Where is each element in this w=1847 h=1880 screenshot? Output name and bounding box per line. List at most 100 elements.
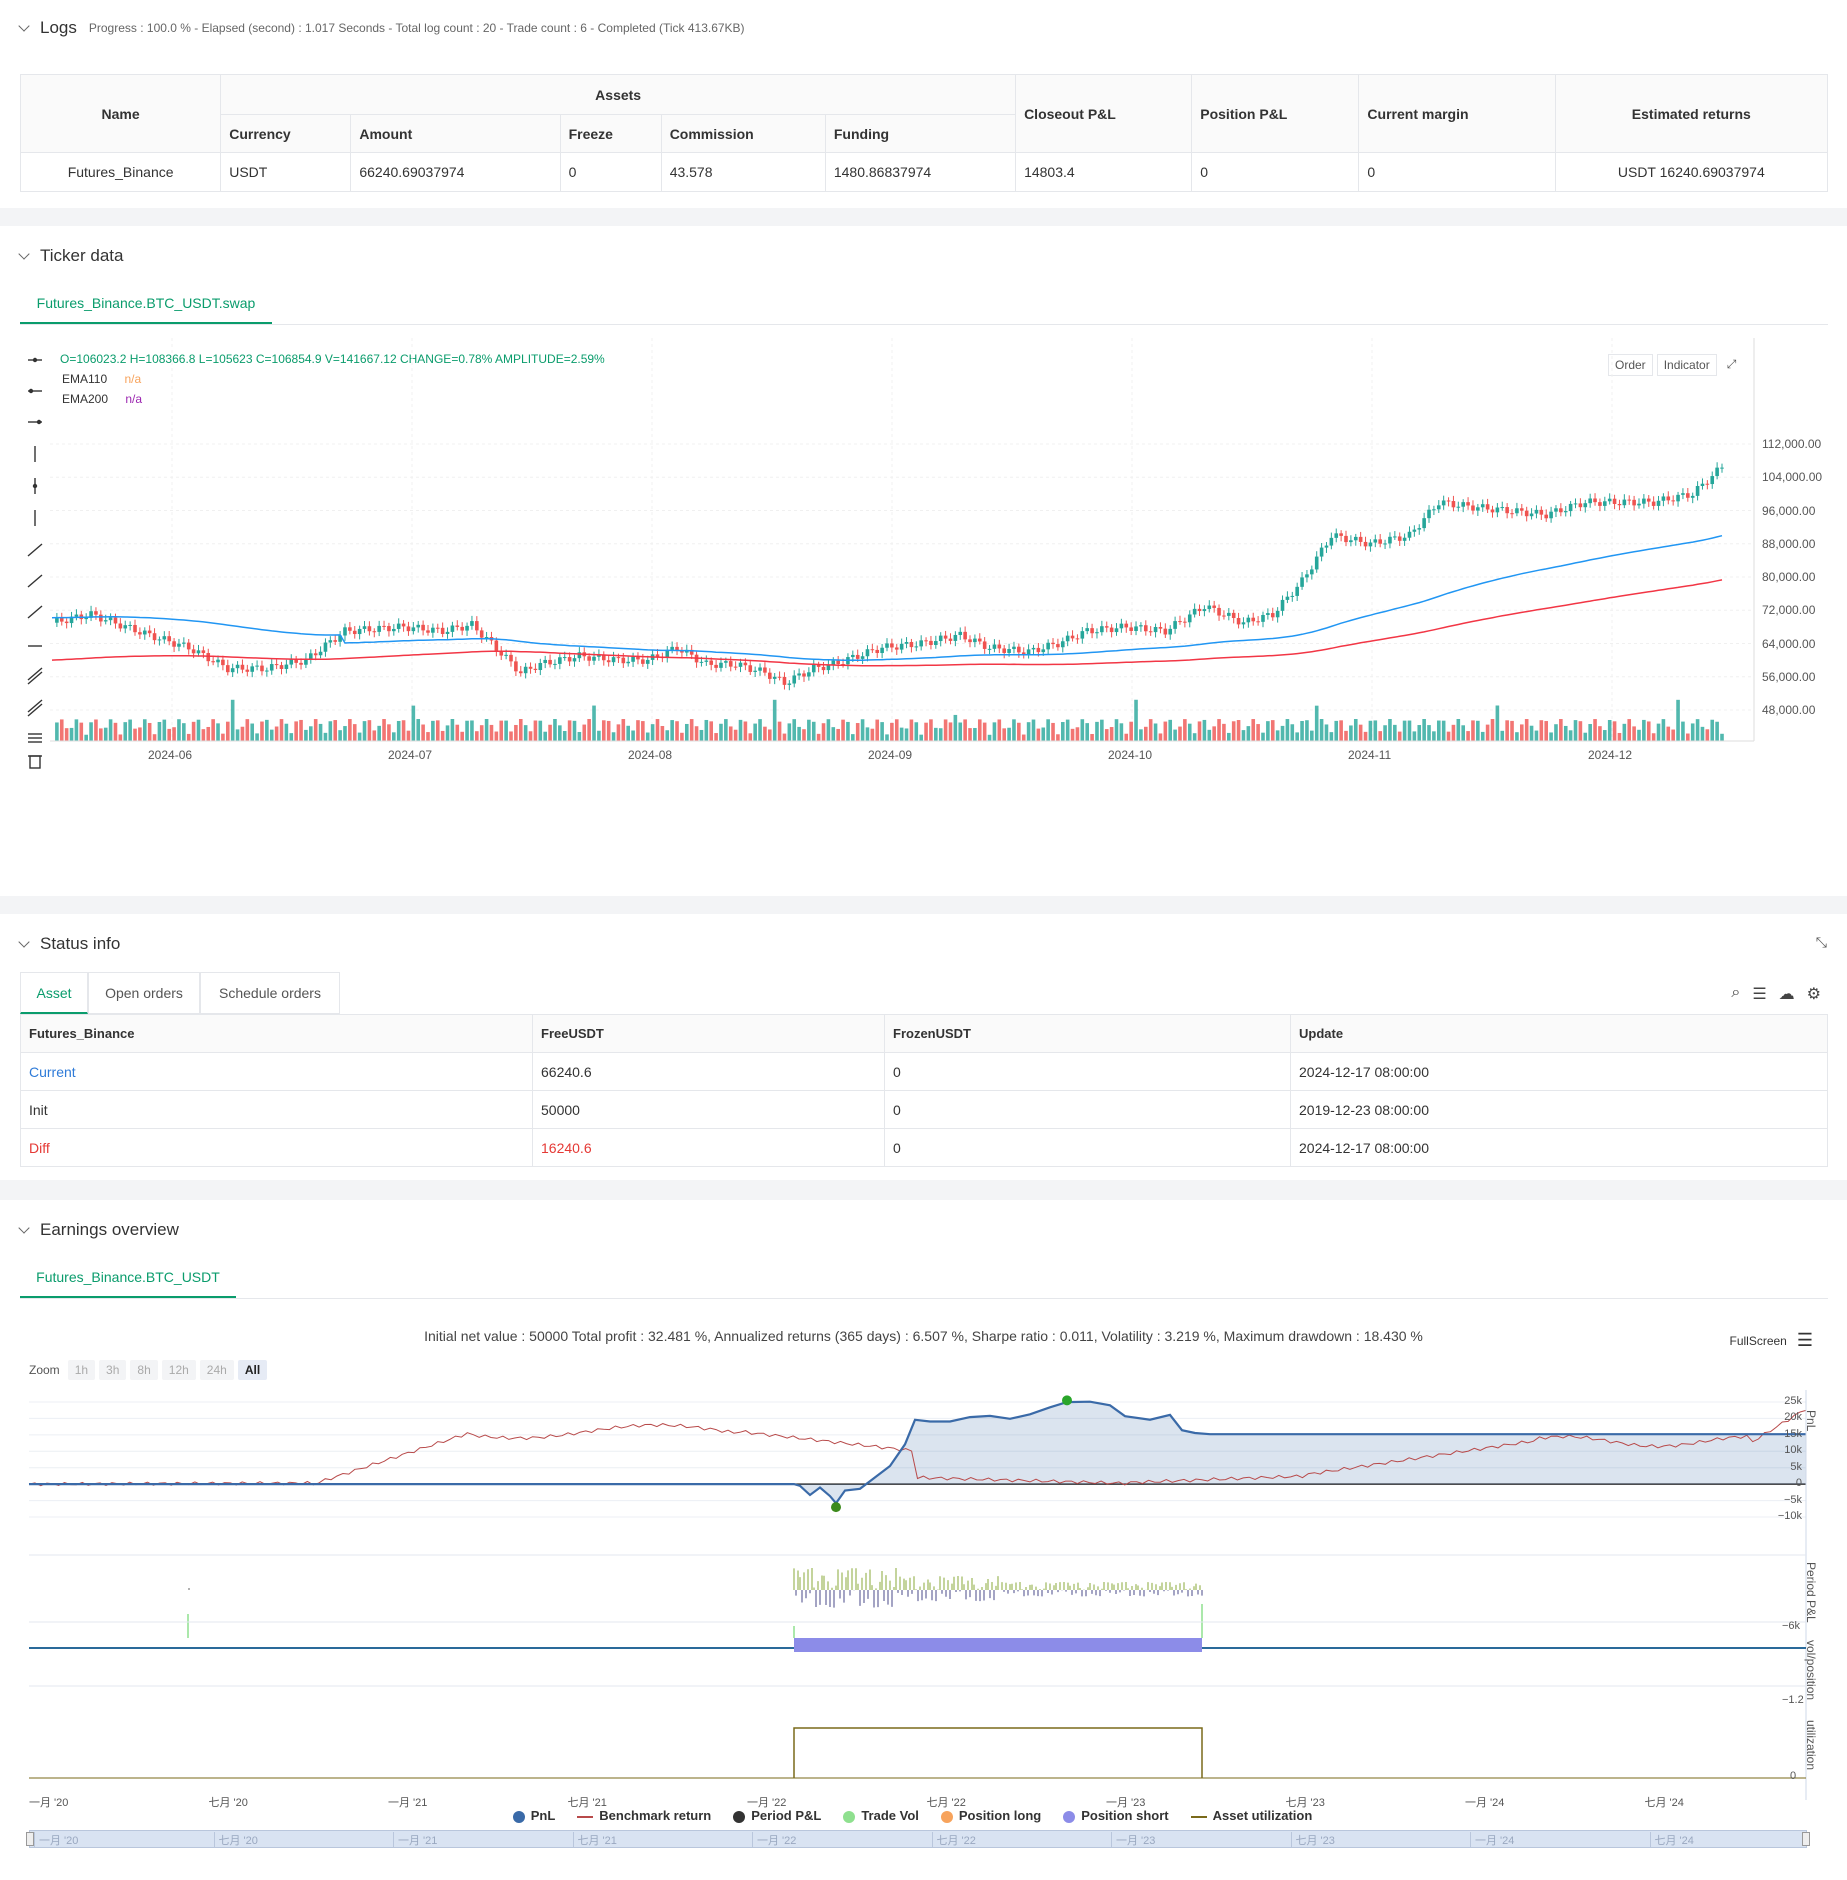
search-icon[interactable]: ⌕	[1731, 984, 1741, 1001]
col-frozen: FrozenUSDT	[884, 1014, 1291, 1053]
candle	[1192, 603, 1197, 618]
candle	[1554, 505, 1558, 518]
candle	[1661, 493, 1666, 507]
drawing-tools-icons[interactable]	[24, 350, 46, 770]
tab-schedule-orders[interactable]: Schedule orders	[200, 972, 340, 1014]
candle	[968, 635, 972, 648]
candle	[1344, 530, 1348, 547]
chevron-down-icon[interactable]	[18, 20, 30, 32]
candle	[99, 610, 103, 627]
volume-bar	[1588, 724, 1592, 741]
expand-icon[interactable]: ⤢	[1726, 357, 1737, 371]
candle	[445, 627, 450, 639]
candle	[533, 663, 538, 674]
row-amount: 66240.69037974	[350, 152, 561, 192]
range-navigator[interactable]: 一月 '20 七月 '20 一月 '21 七月 '21 一月 '22 七月 '22 一月 '…	[26, 1830, 1810, 1848]
volume-bar	[728, 726, 733, 741]
candle	[1588, 493, 1592, 508]
list-icon[interactable]: ☰	[1752, 986, 1767, 1003]
zoom-all-button[interactable]: All	[237, 1360, 268, 1380]
menu-icon[interactable]: ☰	[1796, 1330, 1813, 1350]
candle	[1363, 536, 1368, 551]
chevron-down-icon[interactable]	[18, 936, 30, 948]
candle	[1534, 505, 1539, 519]
earnings-chart[interactable]	[0, 1390, 1847, 1870]
candle	[1168, 625, 1173, 640]
cloud-download-icon[interactable]: ☁	[1778, 986, 1795, 1003]
chevron-down-icon[interactable]	[18, 248, 30, 260]
volume-bar	[196, 719, 201, 741]
volume-bar	[387, 724, 391, 741]
gear-icon[interactable]: ⚙	[1806, 986, 1821, 1003]
candle	[1573, 498, 1578, 509]
candlestick-chart[interactable]	[20, 338, 1828, 808]
candle	[1373, 534, 1378, 548]
date-tick: 2024-06	[148, 748, 193, 762]
candle	[816, 661, 821, 673]
earnings-header[interactable]: Earnings overview	[18, 1220, 179, 1240]
navigator-right-handle[interactable]	[1802, 1832, 1810, 1846]
row-label-current[interactable]: Current	[20, 1052, 533, 1091]
tab-asset[interactable]: Asset	[20, 972, 88, 1014]
volume-bar	[1695, 719, 1700, 741]
navigator-left-handle[interactable]	[26, 1832, 34, 1846]
volume-bar	[1607, 720, 1612, 741]
zoom-24h-button[interactable]: 24h	[199, 1360, 234, 1380]
volume-bar	[851, 734, 855, 741]
volume-bar	[396, 720, 401, 741]
candle	[675, 642, 679, 656]
candle	[421, 620, 425, 636]
legend-item[interactable]: Trade Vol	[843, 1808, 919, 1823]
legend-item[interactable]: Benchmark return	[577, 1808, 711, 1823]
volume-bar	[811, 721, 816, 741]
drawing-toolbar	[24, 350, 46, 775]
price-tick: 56,000.00	[1762, 669, 1816, 684]
legend-item[interactable]: Position short	[1063, 1808, 1169, 1823]
candle	[1612, 494, 1617, 510]
legend-item[interactable]: Position long	[940, 1808, 1041, 1823]
candle	[611, 651, 616, 666]
volume-bar	[1144, 726, 1148, 741]
candle	[1280, 595, 1285, 616]
zoom-12h-button[interactable]: 12h	[161, 1360, 196, 1380]
volume-bar	[943, 719, 948, 741]
legend-item[interactable]: Asset utilization	[1190, 1808, 1312, 1823]
volume-bar	[1139, 729, 1143, 741]
fullscreen-button[interactable]: FullScreen	[1729, 1333, 1787, 1348]
zoom-1h-button[interactable]: 1h	[67, 1360, 96, 1380]
candle	[694, 651, 699, 668]
volume-bar	[1075, 727, 1080, 741]
volume-bar	[616, 724, 621, 741]
candle	[894, 644, 899, 655]
volume-bar	[543, 731, 547, 741]
status-header[interactable]: Status info	[18, 934, 120, 954]
volume-bar	[1656, 723, 1661, 741]
asset-table: Futures_Binance FreeUSDT FrozenUSDT Upda…	[20, 1014, 1828, 1167]
volume-bar	[587, 719, 591, 741]
volume-bar	[533, 720, 538, 741]
candle	[152, 628, 157, 645]
candle	[313, 649, 318, 661]
volume-bar	[636, 720, 640, 741]
zoom-3h-button[interactable]: 3h	[99, 1360, 127, 1380]
volume-bar	[665, 730, 670, 741]
tab-earnings-symbol[interactable]: Futures_Binance.BTC_USDT	[20, 1258, 236, 1298]
order-button[interactable]: Order	[1608, 354, 1653, 376]
collapse-icon[interactable]: ⤡	[1815, 934, 1827, 950]
ticker-header[interactable]: Ticker data	[18, 246, 123, 266]
legend-item[interactable]: PnL	[512, 1808, 555, 1823]
candle	[255, 660, 259, 671]
navigator-tick: 一月 '20	[34, 1832, 78, 1848]
tab-open-orders[interactable]: Open orders	[88, 972, 200, 1014]
chevron-down-icon[interactable]	[18, 1222, 30, 1234]
legend-item[interactable]: Period P&L	[733, 1808, 821, 1823]
volume-bar	[1344, 730, 1348, 741]
navigator-tick: 七月 '24	[1649, 1832, 1694, 1848]
logs-header[interactable]: Logs Progress : 100.0 % - Elapsed (secon…	[18, 18, 745, 38]
candle	[138, 627, 142, 640]
indicator-button[interactable]: Indicator	[1656, 354, 1717, 376]
row-label-diff: Diff	[20, 1128, 533, 1167]
zoom-8h-button[interactable]: 8h	[130, 1360, 158, 1380]
tab-ticker-symbol[interactable]: Futures_Binance.BTC_USDT.swap	[20, 284, 272, 324]
candle	[406, 621, 411, 636]
